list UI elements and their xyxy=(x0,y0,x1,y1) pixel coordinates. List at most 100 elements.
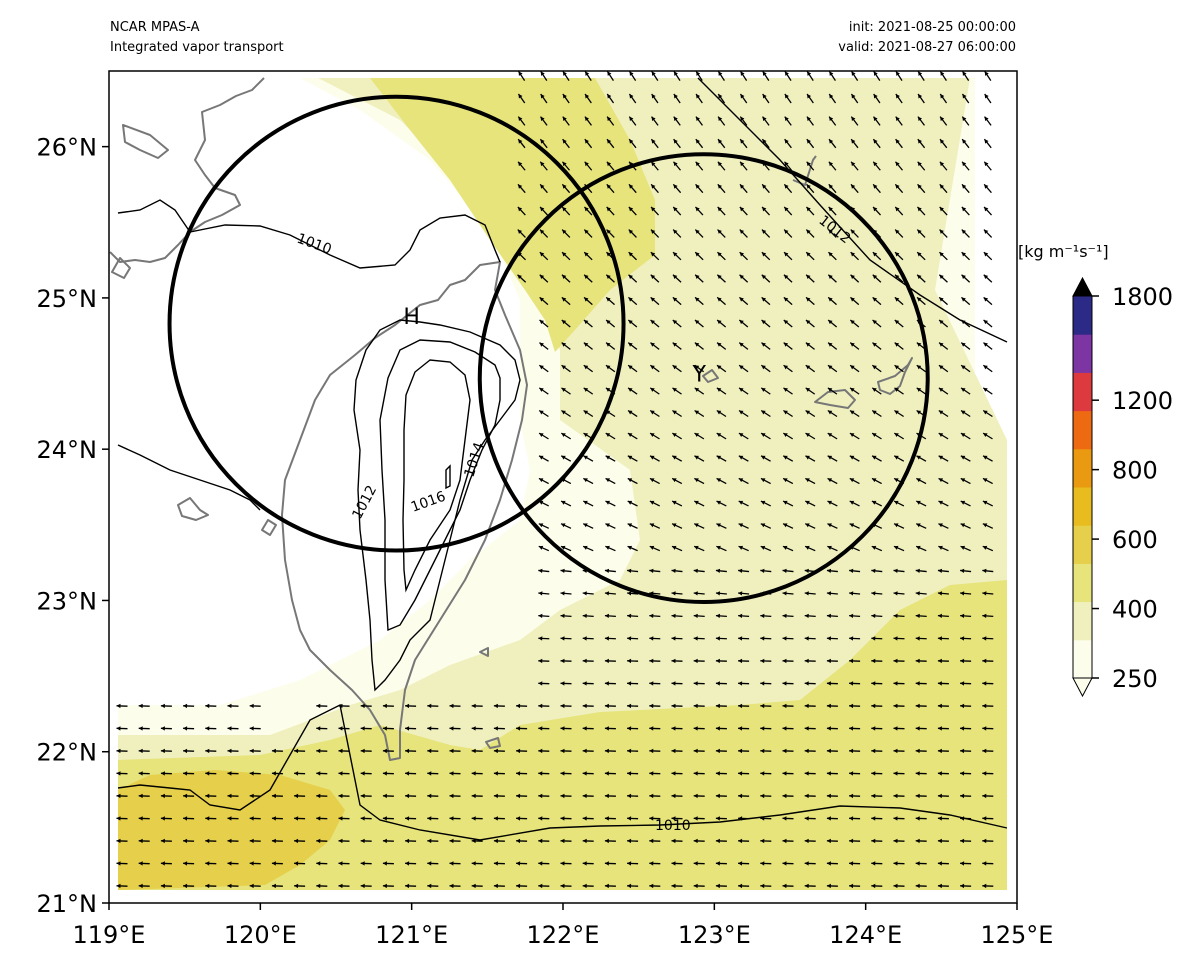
ivt-vector xyxy=(784,71,792,81)
ivt-vector xyxy=(405,748,417,754)
ivt-vector xyxy=(760,613,772,619)
ivt-vector xyxy=(627,387,638,395)
ivt-vector xyxy=(294,883,306,889)
ivt-vector xyxy=(937,613,949,619)
ivt-vector xyxy=(915,658,927,664)
ivt-vector xyxy=(627,319,638,328)
ivt-vector xyxy=(783,161,793,171)
ivt-vector xyxy=(828,183,837,194)
ivt-vector xyxy=(738,523,749,529)
ivt-vector xyxy=(849,523,860,529)
y-axis: 21°N 22°N 23°N 24°N 25°N 26°N xyxy=(37,134,109,918)
ivt-vector xyxy=(294,793,306,799)
ivt-vector xyxy=(405,883,417,889)
ivt-vector xyxy=(716,319,727,328)
ivt-vector xyxy=(694,432,705,440)
contour-1010-north xyxy=(117,199,501,269)
ivt-vector xyxy=(738,364,749,373)
ivt-vector xyxy=(427,838,439,844)
ivt-vector xyxy=(583,342,593,350)
ivt-vector xyxy=(249,838,261,844)
ivt-vector xyxy=(939,116,948,126)
ivt-vector xyxy=(672,183,682,194)
ivt-vector xyxy=(561,229,571,238)
ivt-vector xyxy=(671,636,683,641)
ivt-vector xyxy=(804,681,816,686)
ivt-vector xyxy=(316,816,328,821)
ivt-vector xyxy=(738,387,749,395)
ivt-vector xyxy=(449,883,461,889)
ivt-vector xyxy=(693,703,705,709)
ivt-vector xyxy=(849,883,861,889)
ivt-vector xyxy=(560,883,572,889)
ivt-vector xyxy=(871,613,883,619)
ivt-vector xyxy=(783,387,793,395)
ivt-vector xyxy=(782,748,794,754)
ivt-vector xyxy=(671,477,683,485)
ivt-band-400-upper xyxy=(370,78,655,352)
ivt-vector xyxy=(160,793,172,799)
ivt-vector xyxy=(316,703,328,709)
ivt-vector xyxy=(915,883,927,889)
ivt-vector xyxy=(739,206,748,216)
ivt-vector xyxy=(604,658,616,664)
ivt-vector xyxy=(227,816,239,821)
ivt-vector xyxy=(827,523,838,529)
ivt-vector xyxy=(606,229,615,238)
ivt-vector xyxy=(826,658,838,664)
ivt-vector xyxy=(715,636,727,641)
ivt-vector xyxy=(360,748,372,754)
ivt-vector xyxy=(582,613,594,619)
ivt-vector xyxy=(583,296,593,306)
ivt-vector xyxy=(582,500,594,507)
ivt-vector xyxy=(782,883,794,889)
ivt-vector xyxy=(960,636,972,641)
ivt-vector xyxy=(650,138,659,149)
ivt-vector xyxy=(671,816,683,821)
ivt-vector xyxy=(449,748,461,754)
ivt-vector xyxy=(538,816,550,821)
ivt-vector xyxy=(649,432,660,440)
ivt-vector xyxy=(938,274,948,283)
ivt-vector xyxy=(915,613,927,619)
figure-title-block: NCAR MPAS-A Integrated vapor transport xyxy=(110,18,284,58)
ivt-vector xyxy=(962,71,970,81)
ivt-vector xyxy=(893,883,905,889)
ivt-vector xyxy=(961,93,970,104)
ivt-vector xyxy=(805,387,816,395)
ivt-vector xyxy=(871,477,882,485)
ivt-vector xyxy=(894,183,904,194)
ivt-vector xyxy=(849,613,861,619)
ivt-vector xyxy=(694,342,704,350)
ivt-vector xyxy=(650,161,659,171)
ivt-vector xyxy=(872,161,881,171)
ivt-vector xyxy=(894,387,904,395)
ivt-vector xyxy=(826,861,838,866)
colorbar-tick-label: 400 xyxy=(1112,596,1158,624)
ivt-vector xyxy=(782,816,794,821)
ivt-vector xyxy=(249,793,261,799)
colorbar-tick-label: 1800 xyxy=(1112,283,1173,311)
ivt-vector xyxy=(783,409,793,418)
ivt-vector xyxy=(982,432,993,440)
ivt-vector xyxy=(628,251,638,261)
ivt-vector xyxy=(782,726,794,731)
ivt-vector xyxy=(893,748,905,754)
ivt-vector xyxy=(783,251,793,261)
ivt-vector xyxy=(849,793,861,799)
ivt-vector xyxy=(382,748,394,754)
ivt-vector xyxy=(783,229,793,238)
ivt-vector xyxy=(717,183,726,194)
ivt-vector xyxy=(893,432,905,440)
ivt-vector xyxy=(449,838,461,844)
ivt-vector xyxy=(560,838,572,844)
ivt-vector xyxy=(738,748,750,754)
ivt-vector xyxy=(694,206,704,216)
ivt-vector xyxy=(715,771,727,776)
ivt-vector xyxy=(538,613,550,619)
ivt-vector xyxy=(849,703,861,709)
ivt-vector xyxy=(782,636,794,641)
ivt-vector xyxy=(561,161,571,171)
ivt-vector xyxy=(760,658,772,664)
ivt-vector xyxy=(960,883,972,889)
